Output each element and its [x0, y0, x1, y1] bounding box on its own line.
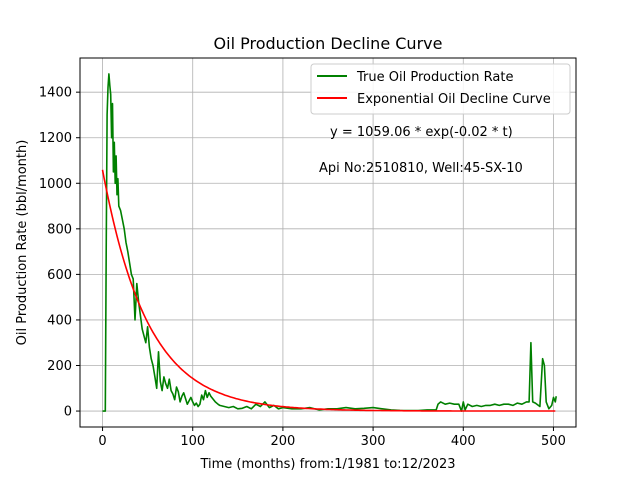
y-tick-label: 1200 [39, 131, 72, 146]
y-axis-title: Oil Production Rate (bbl/month) [15, 140, 30, 346]
x-axis-title: Time (months) from:1/1981 to:12/2023 [199, 457, 455, 472]
legend-label-exp-curve: Exponential Oil Decline Curve [357, 92, 551, 107]
legend: True Oil Production Rate Exponential Oil… [310, 63, 571, 115]
series-true-oil-rate [102, 73, 557, 412]
x-tick-label: 100 [180, 434, 205, 449]
series-layer [101, 73, 557, 412]
ticks: 0 100 200 300 400 500 0 200 400 600 800 1000 1200 140… [39, 86, 566, 449]
legend-box [310, 63, 571, 115]
y-tick-label: 0 [64, 405, 72, 420]
y-tick-label: 400 [47, 313, 72, 328]
y-tick-label: 800 [47, 222, 72, 237]
well-annotation: Api No:2510810, Well:45-SX-10 [319, 161, 523, 176]
chart-title: Oil Production Decline Curve [214, 34, 443, 53]
y-tick-label: 200 [47, 359, 72, 374]
y-tick-label: 600 [47, 268, 72, 283]
series-exponential-decline [101, 169, 556, 412]
x-tick-label: 500 [541, 434, 566, 449]
y-tick-label: 1400 [39, 86, 72, 101]
legend-label-true-rate: True Oil Production Rate [356, 70, 513, 85]
x-tick-label: 200 [270, 434, 295, 449]
equation-annotation: y = 1059.06 * exp(-0.02 * t) [330, 125, 513, 140]
plot-frame [79, 57, 577, 428]
y-tick-label: 1000 [39, 177, 72, 192]
x-tick-label: 300 [361, 434, 386, 449]
x-tick-label: 400 [451, 434, 476, 449]
x-tick-label: 0 [98, 434, 106, 449]
